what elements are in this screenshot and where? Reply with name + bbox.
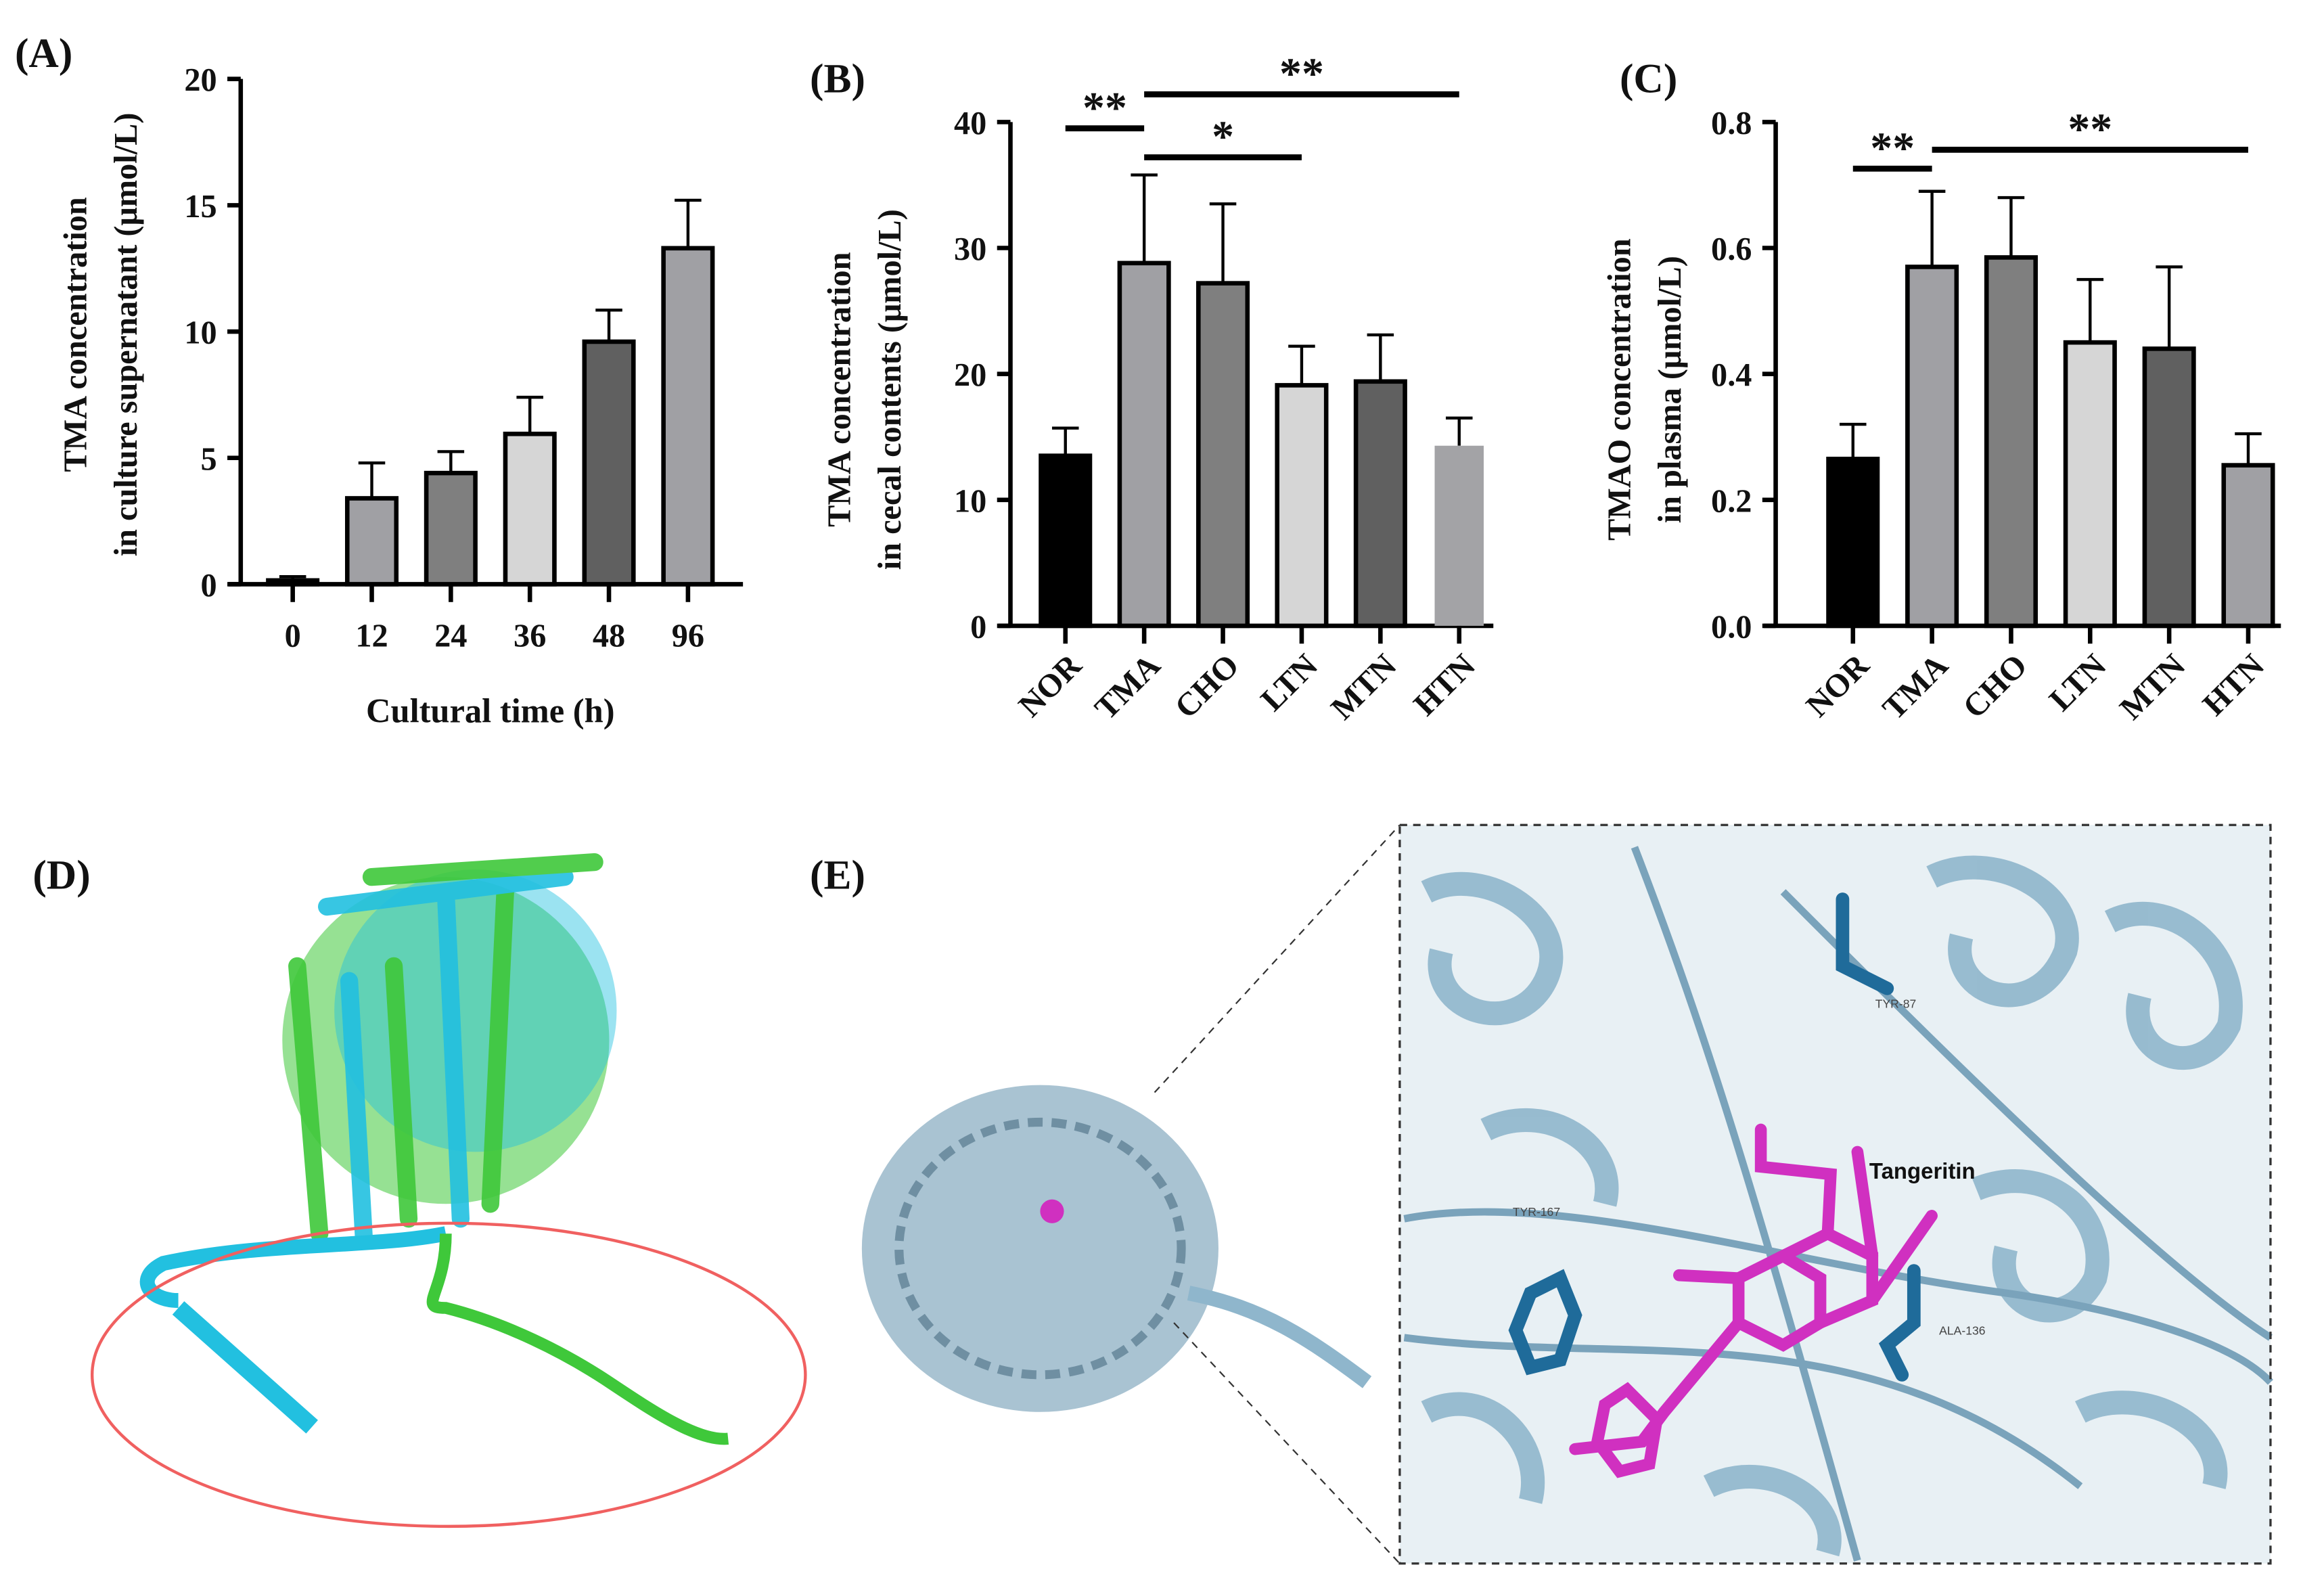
bar-mtn: [1353, 379, 1407, 629]
significance-label: *: [1212, 112, 1234, 162]
residue-label-tyr87: TYR-87: [1875, 997, 1917, 1010]
bar-0: [266, 578, 320, 587]
y-axis-label-line2: in culture supernatant (μmol/L): [108, 113, 144, 557]
bar-24: [424, 470, 478, 587]
chart-panel-1: (B) 0 10 20 30 40 TMA concentration in cecal co…: [810, 49, 1494, 727]
bar-charts: (A) 0 5 10 15 20 TMA concentration in culture s…: [15, 30, 2281, 730]
bar-ltn: [1275, 383, 1329, 629]
x-tick-label: HTN: [2196, 648, 2272, 723]
y-tick-label: 10: [954, 483, 986, 519]
x-tick-label: 48: [593, 618, 625, 654]
x-tick-label: TMA: [1088, 648, 1167, 727]
residue-label-ala136: ALA-136: [1939, 1324, 1985, 1338]
y-tick-label: 0.4: [1711, 357, 1752, 393]
bar-nor: [1826, 456, 1880, 629]
bar-cho: [1196, 281, 1250, 629]
panel-label: (B): [810, 55, 865, 101]
bar-mtn: [2142, 346, 2196, 629]
x-tick-label: 36: [514, 618, 546, 654]
panel-e-label: (E): [810, 853, 865, 899]
ligand-label: Tangeritin: [1869, 1158, 1976, 1183]
y-tick-label: 0.6: [1711, 231, 1752, 267]
bar-htn: [2221, 463, 2275, 629]
panel-d-label: (D): [32, 853, 90, 899]
x-axis-label: Cultural time (h): [366, 692, 614, 730]
y-tick-label: 0.0: [1711, 609, 1752, 645]
y-axis-label-line1: TMA concentration: [821, 252, 857, 527]
x-tick-label: 0: [285, 618, 301, 654]
significance-label: **: [1870, 123, 1915, 173]
significance-label: **: [2068, 105, 2112, 154]
y-tick-label: 0: [970, 609, 986, 645]
y-tick-label: 15: [184, 189, 217, 225]
significance-label: **: [1279, 49, 1324, 99]
protein-superposition-image: [139, 853, 729, 1445]
bar-96: [661, 246, 715, 587]
x-tick-label: LTN: [2043, 648, 2114, 719]
bar-tma: [1905, 265, 1959, 629]
protein-overview-image: [861, 1085, 1372, 1412]
bar-nor: [1039, 453, 1093, 629]
y-axis-label-line2: in cecal contents (μmol/L): [872, 209, 908, 570]
docking-closeup-image: TYR-87 TYR-167 ALA-136 Tangeritin: [1399, 825, 2273, 1564]
x-tick-label: CHO: [1956, 648, 2034, 725]
y-axis-label-line1: TMAO concentration: [1601, 238, 1637, 541]
residue-label-tyr167: TYR-167: [1513, 1205, 1560, 1219]
y-tick-label: 5: [201, 441, 217, 477]
bar-htn: [1434, 445, 1484, 626]
x-tick-label: CHO: [1168, 648, 1246, 725]
panel-d: (D): [32, 853, 807, 1528]
y-tick-label: 0.2: [1711, 483, 1752, 519]
y-tick-label: 0.8: [1711, 106, 1752, 141]
bar-12: [344, 496, 399, 587]
chart-panel-2: (C) 0.0 0.2 0.4 0.6 0.8 TMAO concentration in p…: [1601, 55, 2281, 727]
x-tick-label: MTN: [1324, 648, 1403, 727]
bar-36: [503, 431, 557, 587]
zoom-connector-top: [1154, 824, 1400, 1093]
x-tick-label: TMA: [1876, 648, 1955, 727]
significance-label: **: [1083, 83, 1127, 133]
y-axis-label-line2: in plasma (μmol/L): [1652, 256, 1688, 523]
bar-48: [582, 339, 636, 587]
x-tick-label: LTN: [1254, 648, 1325, 719]
zoom-box: [1398, 823, 2272, 1565]
bar-tma: [1117, 260, 1171, 629]
zoom-connector-bottom: [1173, 1322, 1400, 1564]
x-tick-label: HTN: [1407, 648, 1482, 723]
y-tick-label: 20: [184, 62, 217, 98]
y-tick-label: 10: [184, 315, 217, 351]
y-axis-label-line1: TMA concentration: [58, 197, 93, 472]
bar-cho: [1984, 255, 2038, 629]
x-tick-label: 96: [672, 618, 704, 654]
y-tick-label: 40: [954, 106, 986, 141]
chart-panel-0: (A) 0 5 10 15 20 TMA concentration in culture s…: [15, 30, 744, 730]
panel-e: (E): [810, 823, 2273, 1565]
y-tick-label: 30: [954, 231, 986, 267]
y-tick-label: 20: [954, 357, 986, 393]
x-tick-label: NOR: [1012, 647, 1089, 724]
x-tick-label: MTN: [2113, 648, 2192, 727]
panel-label: (A): [15, 30, 72, 76]
highlight-ellipse: [90, 1221, 807, 1528]
y-tick-label: 0: [201, 568, 217, 604]
x-tick-label: 12: [355, 618, 388, 654]
x-tick-label: 24: [434, 618, 467, 654]
bar-ltn: [2063, 340, 2117, 629]
x-tick-label: NOR: [1800, 647, 1877, 724]
panel-label: (C): [1620, 55, 1677, 101]
